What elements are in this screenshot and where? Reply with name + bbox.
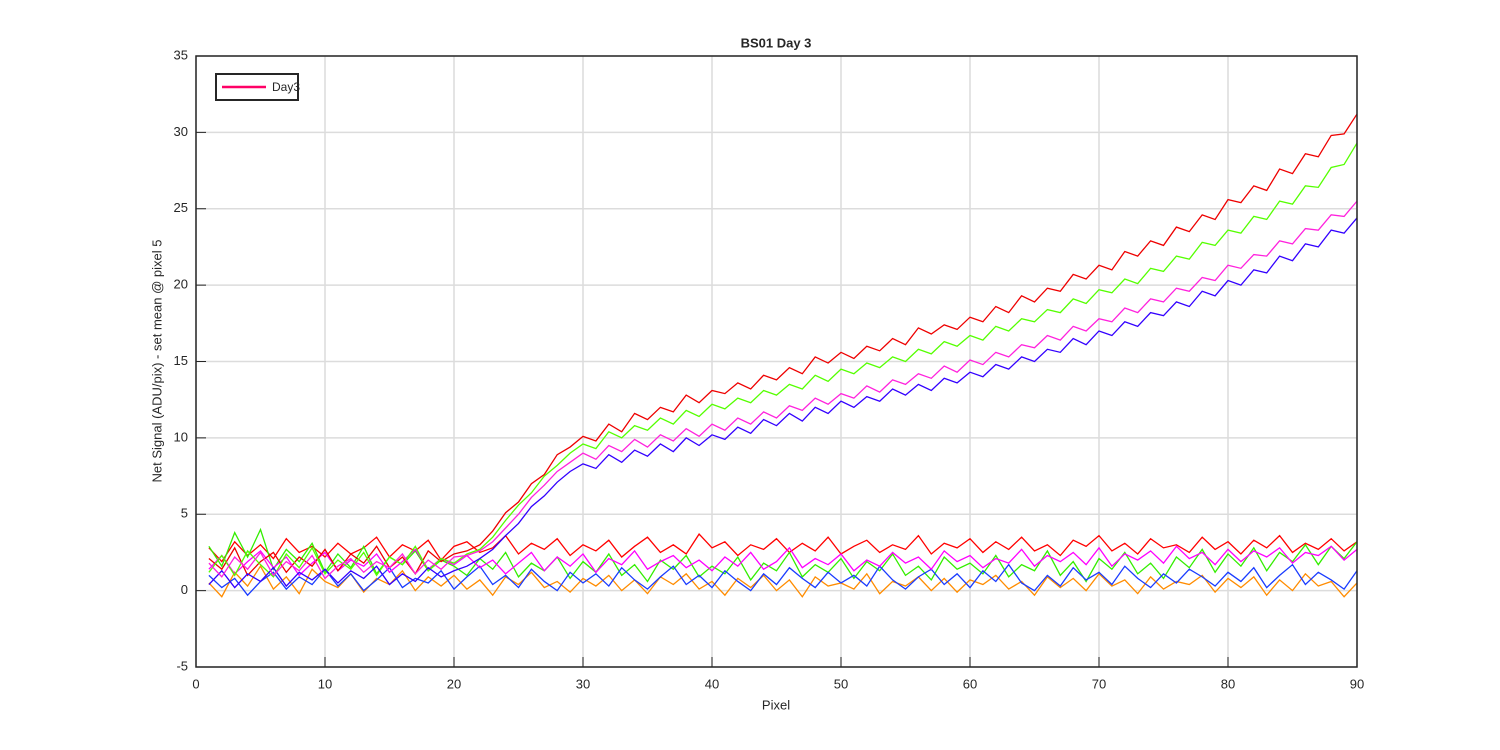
- x-tick-label: 80: [1221, 676, 1235, 691]
- legend-label: Day3: [272, 80, 300, 94]
- plot-lines: [208, 113, 1358, 598]
- y-tick-label: -5: [176, 658, 188, 673]
- x-axis-label: Pixel: [762, 697, 790, 712]
- y-tick-label: 5: [181, 506, 188, 521]
- y-tick-label: 20: [174, 277, 188, 292]
- x-tick-label: 90: [1350, 676, 1364, 691]
- y-tick-label: 25: [174, 200, 188, 215]
- y-axis-label: Net Signal (ADU/pix) - set mean @ pixel …: [149, 240, 164, 483]
- data-line: [208, 217, 1358, 589]
- data-line: [208, 142, 1358, 578]
- data-line: [208, 563, 1358, 597]
- y-tick-label: 0: [181, 582, 188, 597]
- y-tick-label: 30: [174, 124, 188, 139]
- x-tick-label: 60: [963, 676, 977, 691]
- x-tick-label: 30: [576, 676, 590, 691]
- data-line: [208, 200, 1358, 580]
- chart-title: BS01 Day 3: [741, 35, 812, 50]
- x-tick-label: 40: [705, 676, 719, 691]
- y-tick-label: 15: [174, 353, 188, 368]
- x-tick-label: 10: [318, 676, 332, 691]
- x-tick-label: 0: [192, 676, 199, 691]
- y-tick-label: 35: [174, 47, 188, 62]
- ticks: 0 10 20 30 40 50 60 70 80 90 -5 0 5 10 15 20 25 30 35: [174, 47, 1365, 691]
- data-line: [208, 564, 1358, 598]
- x-tick-label: 70: [1092, 676, 1106, 691]
- x-tick-label: 20: [447, 676, 461, 691]
- data-line: [208, 113, 1358, 577]
- legend: Day3: [215, 73, 300, 101]
- data-line: [208, 533, 1358, 563]
- y-tick-label: 10: [174, 429, 188, 444]
- x-tick-label: 50: [834, 676, 848, 691]
